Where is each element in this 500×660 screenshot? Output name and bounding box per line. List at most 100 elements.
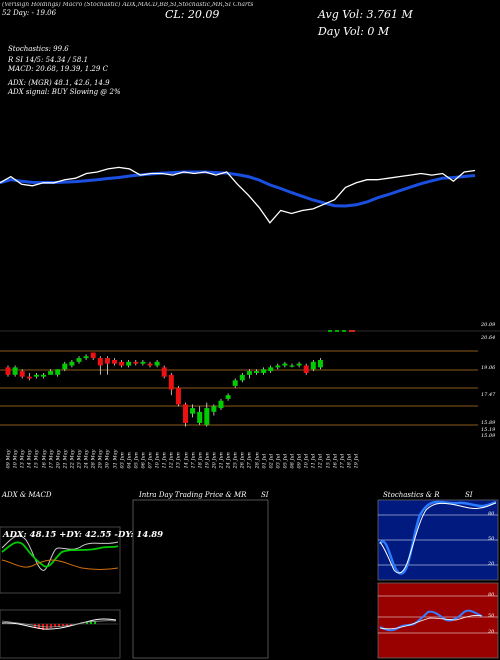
candle-down bbox=[119, 361, 125, 366]
plus-di-line bbox=[1, 541, 119, 568]
macd-signal-line bbox=[1, 620, 117, 628]
date-label: 22 May bbox=[69, 449, 76, 469]
date-label: 23 May bbox=[76, 449, 83, 469]
candle-down bbox=[175, 387, 181, 405]
candle-down bbox=[303, 365, 309, 373]
candle-up bbox=[310, 361, 316, 370]
date-label: 17 Jun bbox=[190, 452, 197, 469]
candle-up bbox=[246, 371, 252, 375]
macd-bar bbox=[34, 624, 36, 628]
price-label: 17.47 bbox=[481, 392, 496, 398]
candle-up bbox=[211, 406, 217, 412]
candle-down bbox=[97, 358, 103, 366]
date-label: 26 Jun bbox=[239, 452, 246, 469]
candle-down bbox=[147, 363, 153, 366]
volume-bar bbox=[328, 330, 332, 332]
candle-up bbox=[126, 361, 132, 366]
candle-down bbox=[104, 358, 110, 364]
date-label: 27 Jun bbox=[246, 452, 253, 469]
date-label: 20 May bbox=[55, 449, 62, 469]
date-label: 31 May bbox=[112, 449, 118, 469]
candle-down bbox=[5, 367, 11, 375]
date-label: 20 Jun bbox=[211, 452, 218, 469]
price-label: 19.06 bbox=[481, 365, 496, 371]
date-label: 13 Jun bbox=[175, 452, 182, 469]
price-grid bbox=[0, 350, 478, 426]
date-label: 21 Jun bbox=[218, 452, 225, 469]
date-label: 17 Jul bbox=[339, 453, 346, 469]
date-label: 28 May bbox=[90, 449, 97, 469]
macd-bar bbox=[62, 624, 64, 626]
macd-line bbox=[1, 618, 117, 630]
candle-up bbox=[62, 363, 68, 370]
date-label: 19 Jul bbox=[353, 453, 360, 469]
macd-bar bbox=[38, 624, 40, 629]
candle-up bbox=[261, 369, 267, 373]
macd-bar bbox=[90, 621, 92, 624]
date-label: 12 Jun bbox=[168, 452, 175, 469]
date-label: 19 Jun bbox=[204, 452, 211, 469]
date-label: 03 Jul bbox=[275, 453, 282, 469]
macd-bar bbox=[54, 624, 56, 627]
candle-up bbox=[41, 374, 46, 377]
stochastics-title-suffix: SI bbox=[465, 491, 473, 499]
date-label: 13 May bbox=[19, 449, 26, 469]
macd-bar bbox=[46, 624, 48, 629]
header-title: (Verisign Holdings) Macro (Stochastic) A… bbox=[2, 2, 254, 8]
adx-values: ADX: 48.15 +DY: 42.55 -DY: 14.89 bbox=[3, 530, 164, 540]
candle-up bbox=[76, 358, 82, 362]
date-label: 28 Jun bbox=[254, 452, 260, 469]
macd-bar bbox=[42, 624, 44, 630]
rsi-signal-line bbox=[379, 615, 483, 630]
date-label: 15 Jul bbox=[325, 453, 331, 469]
macd-bar bbox=[86, 622, 88, 624]
adx-panel bbox=[0, 526, 121, 594]
date-label: 06 Jun bbox=[140, 452, 147, 469]
stoch-tick: 20 bbox=[488, 561, 495, 567]
macd-value: MACD: 20.68, 19.39, 1.29 C bbox=[8, 65, 108, 73]
adx-macd-title: ADX & MACD bbox=[2, 491, 52, 499]
day-volume: Day Vol: 0 M bbox=[318, 25, 390, 38]
candle-up bbox=[317, 359, 323, 368]
stoch-tick: 50 bbox=[488, 536, 495, 542]
date-label: 09 Jul bbox=[296, 453, 303, 469]
candles bbox=[5, 352, 323, 427]
date-label: 14 May bbox=[26, 449, 33, 469]
candle-down bbox=[19, 371, 25, 377]
candle-up bbox=[254, 371, 259, 373]
adx-value: ADX: (MGR) 48.1, 42.6, 14.9 bbox=[8, 79, 110, 87]
price-label: 20.09 bbox=[481, 322, 496, 328]
candle-up bbox=[190, 408, 196, 414]
date-label: 02 Jul bbox=[268, 453, 275, 469]
stoch-d-line bbox=[379, 502, 497, 574]
intraday-title: Intra Day Trading Price & MR bbox=[139, 491, 247, 499]
rsi-tick: 50 bbox=[488, 613, 495, 619]
date-label: 11 Jul bbox=[310, 453, 317, 469]
price-label: 15.09 bbox=[481, 433, 496, 439]
candle-up bbox=[48, 371, 54, 375]
date-label: 24 May bbox=[83, 449, 90, 469]
macd-bar bbox=[70, 624, 72, 625]
date-label: 15 May bbox=[33, 449, 40, 469]
candle-down bbox=[90, 352, 96, 359]
date-label: 17 May bbox=[48, 449, 55, 469]
date-label: 16 May bbox=[41, 449, 47, 469]
candle-up bbox=[232, 380, 238, 386]
date-label: 05 Jun bbox=[133, 452, 140, 469]
candle-up bbox=[197, 411, 203, 423]
stoch-k-line bbox=[378, 500, 497, 575]
intraday-panel bbox=[132, 499, 269, 659]
intraday-title-suffix: SI bbox=[261, 491, 269, 499]
date-label: 29 May bbox=[97, 449, 104, 469]
macd-bar bbox=[66, 624, 68, 626]
date-label: 05 Jul bbox=[282, 453, 289, 469]
candle-up bbox=[225, 395, 231, 399]
date-label: 08 Jul bbox=[289, 453, 296, 469]
date-label: 30 May bbox=[104, 449, 111, 469]
candle-up bbox=[268, 367, 274, 372]
candle-down bbox=[26, 376, 32, 379]
price-label: 15.89 bbox=[481, 420, 496, 426]
candle-up bbox=[239, 374, 245, 381]
